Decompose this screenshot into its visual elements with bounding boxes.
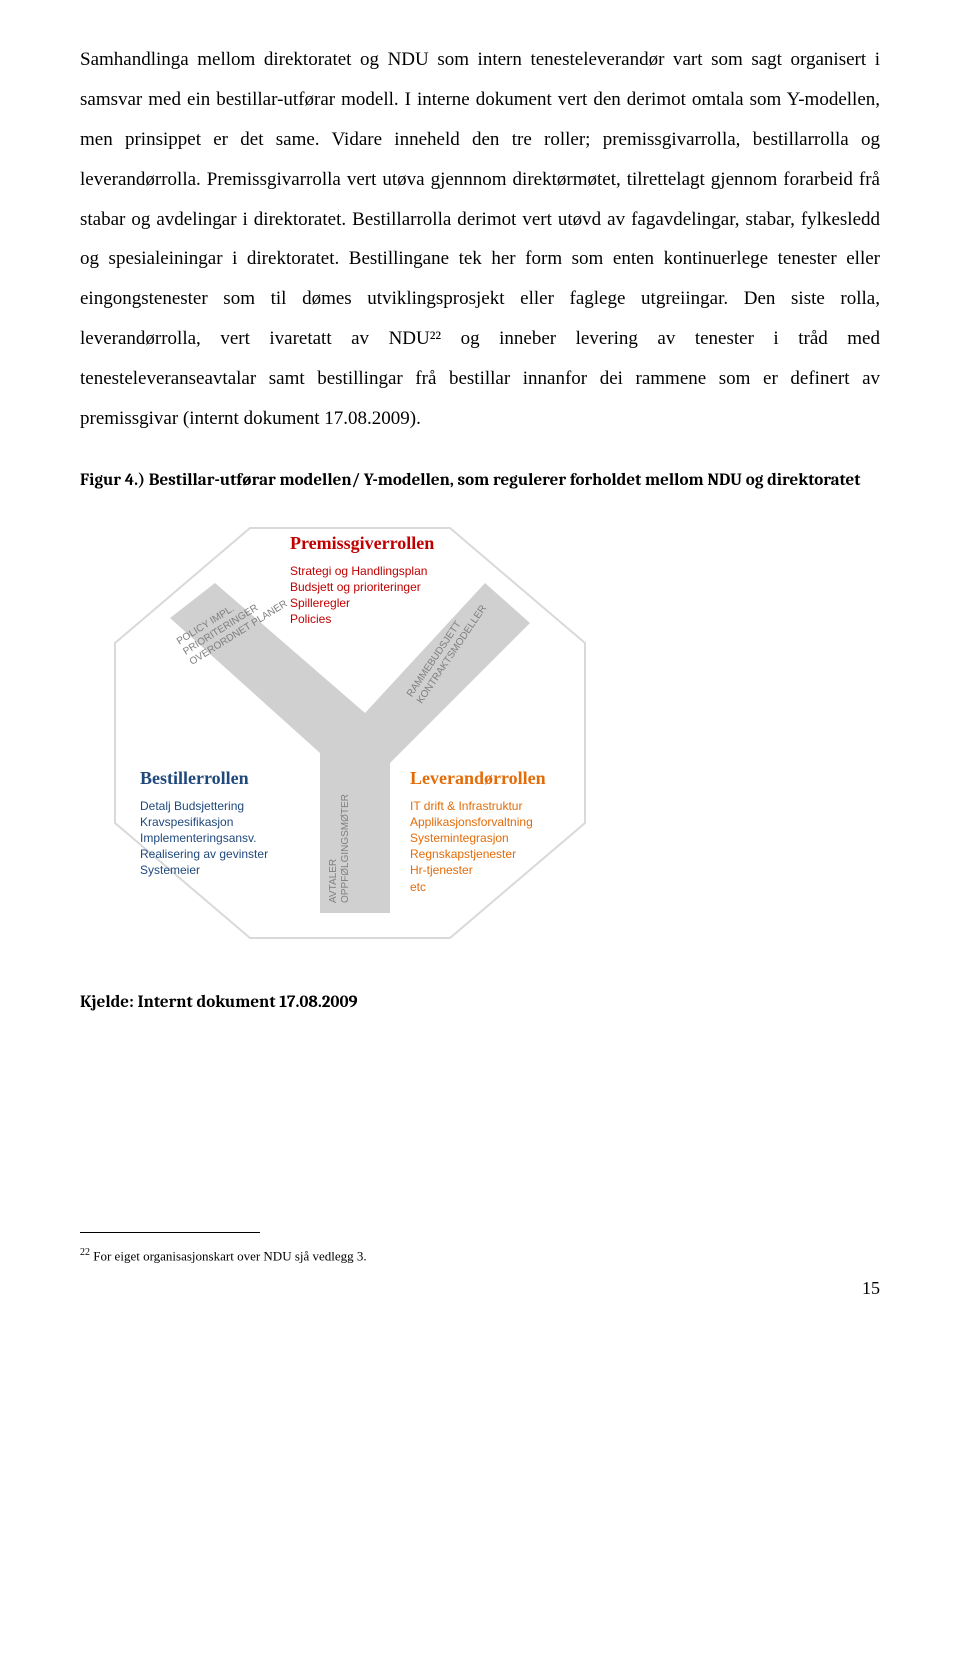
footnote-number: 22 xyxy=(80,1247,90,1258)
y-model-diagram: Premissgiverrollen Strategi og Handlings… xyxy=(80,503,620,963)
footnote-rule xyxy=(80,1232,260,1233)
footnote: 22 For eiget organisasjonskart over NDU … xyxy=(80,1246,880,1265)
premissgiver-items: Strategi og Handlingsplan Budsjett og pr… xyxy=(290,563,427,628)
list-item: Systemeier xyxy=(140,862,268,878)
list-item: Budsjett og prioriteringer xyxy=(290,579,427,595)
premissgiver-title: Premissgiverrollen xyxy=(290,533,434,554)
list-item: IT drift & Infrastruktur xyxy=(410,798,533,814)
figure-caption: Figur 4.) Bestillar-utførar modellen/ Y-… xyxy=(80,469,880,493)
page-number: 15 xyxy=(80,1278,880,1299)
list-item: Applikasjonsforvaltning xyxy=(410,814,533,830)
list-item: Regnskapstjenester xyxy=(410,846,533,862)
list-item: Policies xyxy=(290,611,427,627)
list-item: Systemintegrasjon xyxy=(410,830,533,846)
list-item: Spilleregler xyxy=(290,595,427,611)
leverandor-title: Leverandørrollen xyxy=(410,768,546,789)
page-container: Samhandlinga mellom direktoratet og NDU … xyxy=(0,0,960,1339)
list-item: Implementeringsansv. xyxy=(140,830,268,846)
list-item: etc xyxy=(410,879,533,895)
source-line: Kjelde: Internt dokument 17.08.2009 xyxy=(80,993,880,1012)
list-item: Strategi og Handlingsplan xyxy=(290,563,427,579)
leverandor-items: IT drift & Infrastruktur Applikasjonsfor… xyxy=(410,798,533,895)
footnote-text: For eiget organisasjonskart over NDU sjå… xyxy=(90,1248,367,1263)
list-item: Realisering av gevinster xyxy=(140,846,268,862)
list-item: Hr-tjenester xyxy=(410,862,533,878)
body-paragraph: Samhandlinga mellom direktoratet og NDU … xyxy=(80,40,880,439)
bestiller-title: Bestillerrollen xyxy=(140,768,249,789)
list-item: Kravspesifikasjon xyxy=(140,814,268,830)
list-item: Detalj Budsjettering xyxy=(140,798,268,814)
arm-label-bottom: AVTALER OPPFØLGINGSMØTER xyxy=(328,794,352,903)
bestiller-items: Detalj Budsjettering Kravspesifikasjon I… xyxy=(140,798,268,879)
